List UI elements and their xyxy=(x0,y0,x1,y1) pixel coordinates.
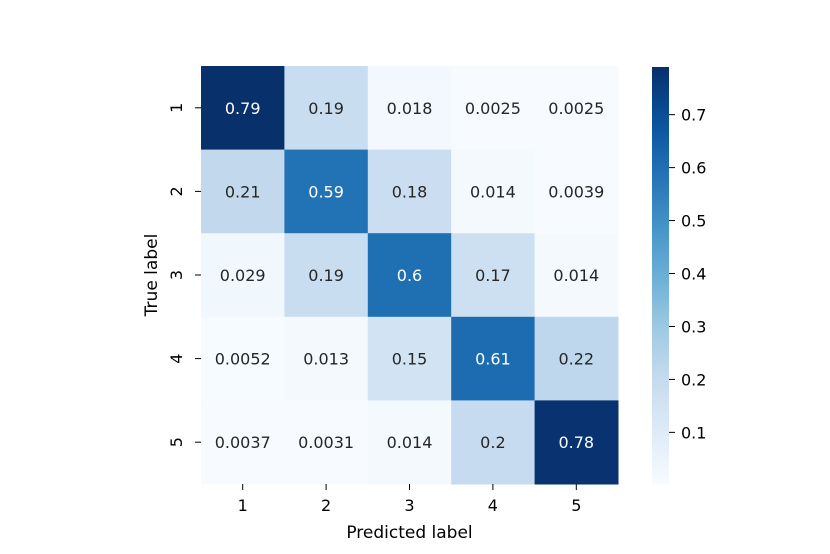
cell-value-label: 0.029 xyxy=(220,266,266,285)
cell-value-label: 0.0037 xyxy=(215,433,271,452)
y-axis: 1 2 3 4 5 xyxy=(167,103,201,447)
cell-value-label: 0.0031 xyxy=(298,433,354,452)
heatmap-cell xyxy=(201,400,285,485)
heatmap-cell xyxy=(451,233,536,318)
colorbar xyxy=(652,67,669,484)
heatmap-cell xyxy=(201,316,285,401)
y-tick-label: 1 xyxy=(167,103,186,113)
x-tick-label: 3 xyxy=(404,496,414,515)
heatmap-cell xyxy=(534,233,619,318)
cell-value-label: 0.18 xyxy=(392,182,428,201)
heatmap-cell xyxy=(284,316,369,401)
heatmap-cell xyxy=(284,66,369,151)
cell-value-label: 0.2 xyxy=(480,433,505,452)
heatmap-cell xyxy=(451,149,536,234)
cell-value-label: 0.79 xyxy=(225,99,261,118)
heatmap-cell xyxy=(367,66,452,151)
colorbar-ticks: 0.1 0.2 0.3 0.4 0.5 0.6 0.7 xyxy=(669,106,706,442)
cell-value-label: 0.0025 xyxy=(548,99,604,118)
cell-value-label: 0.014 xyxy=(553,266,599,285)
cell-value-label: 0.15 xyxy=(392,350,428,369)
colorbar-tick-label: 0.5 xyxy=(681,212,706,231)
heatmap-cell xyxy=(201,233,285,318)
heatmap-cell xyxy=(451,400,536,485)
heatmap-cell xyxy=(451,316,536,401)
cell-value-label: 0.013 xyxy=(303,350,349,369)
y-axis-title: True label xyxy=(142,234,162,318)
y-tick-label: 4 xyxy=(167,354,186,364)
cell-value-label: 0.014 xyxy=(387,433,433,452)
colorbar-tick-label: 0.1 xyxy=(681,423,706,442)
cell-value-label: 0.22 xyxy=(558,350,594,369)
colorbar-tick-label: 0.2 xyxy=(681,370,706,389)
x-tick-label: 1 xyxy=(238,496,248,515)
x-axis-title: Predicted label xyxy=(346,523,472,543)
cell-value-label: 0.59 xyxy=(308,182,344,201)
heatmap-cell xyxy=(534,149,619,234)
y-tick-label: 5 xyxy=(167,437,186,447)
x-tick-label: 2 xyxy=(321,496,331,515)
x-tick-label: 4 xyxy=(488,496,498,515)
cell-value-label: 0.0052 xyxy=(215,350,271,369)
heatmap-cell xyxy=(534,400,619,485)
heatmap-cell xyxy=(201,66,285,151)
heatmap-cell xyxy=(367,233,452,318)
cell-value-label: 0.61 xyxy=(475,350,511,369)
heatmap-cell xyxy=(534,66,619,151)
cell-value-label: 0.0025 xyxy=(465,99,521,118)
heatmap-cell xyxy=(201,149,285,234)
x-axis: 1 2 3 4 5 xyxy=(238,484,581,515)
colorbar-tick-label: 0.7 xyxy=(681,106,706,125)
colorbar-tick-label: 0.6 xyxy=(681,159,706,178)
cell-value-label: 0.0039 xyxy=(548,182,604,201)
colorbar-tick-label: 0.3 xyxy=(681,317,706,336)
heatmap-cell xyxy=(367,400,452,485)
cell-value-label: 0.78 xyxy=(558,433,594,452)
heatmap-cell xyxy=(284,233,369,318)
colorbar-tick-label: 0.4 xyxy=(681,265,706,284)
heatmap-cell xyxy=(284,400,369,485)
cell-value-label: 0.19 xyxy=(308,99,344,118)
heatmap-cell xyxy=(534,316,619,401)
heatmap-cell xyxy=(284,149,369,234)
y-tick-label: 2 xyxy=(167,186,186,196)
cell-value-label: 0.17 xyxy=(475,266,511,285)
heatmap-cell xyxy=(367,149,452,234)
x-tick-label: 5 xyxy=(571,496,581,515)
y-tick-label: 3 xyxy=(167,270,186,280)
heatmap-cell xyxy=(367,316,452,401)
cell-value-label: 0.19 xyxy=(308,266,344,285)
heatmap-cells: 0.79 0.19 0.018 0.0025 0.0025 0.21 0.59 0.18 0.0… xyxy=(201,66,619,485)
cell-value-label: 0.6 xyxy=(397,266,422,285)
cell-value-label: 0.014 xyxy=(470,182,516,201)
heatmap-cell xyxy=(451,66,536,151)
cell-value-label: 0.21 xyxy=(225,182,261,201)
cell-value-label: 0.018 xyxy=(387,99,433,118)
